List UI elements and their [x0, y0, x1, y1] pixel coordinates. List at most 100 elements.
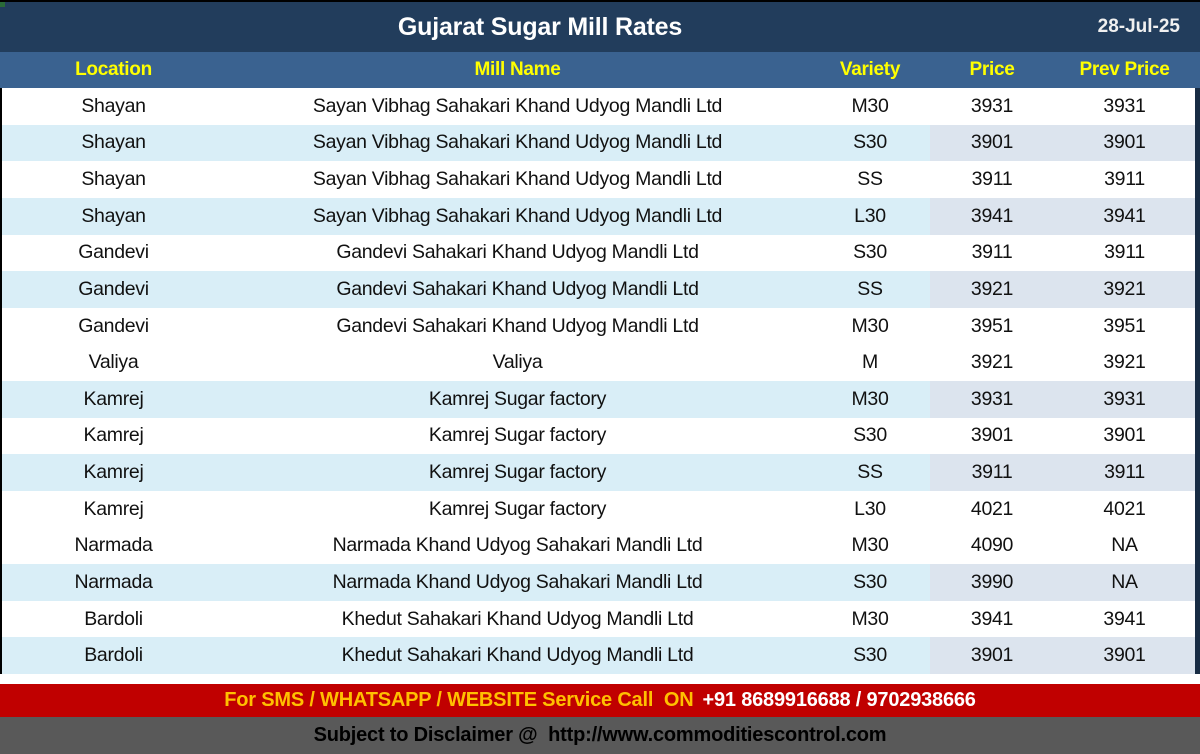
cell-prev-price: 3921	[1054, 271, 1195, 308]
cell-location: Shayan	[2, 197, 225, 235]
cell-variety: SS	[810, 454, 930, 491]
table-row: Gandevi Gandevi Sahakari Khand Udyog Man…	[2, 271, 1195, 308]
column-header-prev-price: Prev Price	[1079, 59, 1170, 80]
table-row: Bardoli Khedut Sahakari Khand Udyog Mand…	[2, 637, 1195, 674]
cell-mill-name: Khedut Sahakari Khand Udyog Mandli Ltd	[341, 607, 694, 630]
cell-prev-price: 4021	[1103, 497, 1146, 520]
cell-prev-price: 3931	[1103, 94, 1146, 117]
cell-prev-price: 3951	[1103, 314, 1146, 337]
cell-prev-price: 3941	[1054, 197, 1195, 235]
table-row: Narmada Narmada Khand Udyog Sahakari Man…	[2, 564, 1195, 601]
cell-price: 3931	[970, 94, 1014, 117]
cell-location: Kamrej	[83, 497, 144, 520]
cell-prev-price: 3931	[1054, 381, 1195, 418]
cell-price: 3901	[970, 424, 1014, 447]
column-header-variety: Variety	[839, 59, 901, 80]
column-header-mill-name: Mill Name	[474, 59, 561, 80]
cell-prev-price: 3901	[1054, 124, 1195, 162]
cell-mill-name: Gandevi Sahakari Khand Udyog Mandli Ltd	[336, 314, 699, 337]
cell-prev-price: NA	[1054, 564, 1195, 601]
cell-mill-name: Sayan Vibhag Sahakari Khand Udyog Mandli…	[225, 124, 810, 162]
cell-location: Bardoli	[84, 607, 143, 630]
cell-location: Shayan	[81, 168, 146, 191]
cell-variety: S30	[810, 124, 930, 162]
cell-location: Kamrej	[83, 424, 144, 447]
cell-price: 4021	[970, 497, 1014, 520]
column-header-price: Price	[969, 59, 1015, 80]
cell-mill-name: Kamrej Sugar factory	[225, 454, 810, 491]
table-row: Valiya Valiya M 3921 3921	[2, 344, 1195, 381]
cell-variety: M30	[851, 94, 889, 117]
cell-mill-name: Sayan Vibhag Sahakari Khand Udyog Mandli…	[312, 94, 723, 117]
cell-variety: M	[862, 351, 878, 374]
table-row: Shayan Sayan Vibhag Sahakari Khand Udyog…	[2, 88, 1195, 125]
service-call-label: For SMS / WHATSAPP / WEBSITE Service Cal…	[224, 689, 694, 711]
cell-location: Gandevi	[2, 271, 225, 308]
cell-price: 3921	[930, 271, 1054, 308]
cell-prev-price: 3911	[1104, 168, 1145, 191]
cell-prev-price: NA	[1111, 534, 1138, 557]
cell-location: Kamrej	[2, 381, 225, 418]
cell-variety: L30	[810, 197, 930, 235]
table-row: Narmada Narmada Khand Udyog Sahakari Man…	[2, 528, 1195, 565]
table-row: Kamrej Kamrej Sugar factory M30 3931 393…	[2, 381, 1195, 418]
cell-prev-price: 3911	[1054, 454, 1195, 491]
cell-variety: M30	[851, 314, 889, 337]
cell-prev-price: 3941	[1103, 607, 1146, 630]
cell-variety: M30	[851, 607, 889, 630]
page-title: Gujarat Sugar Mill Rates	[397, 12, 683, 41]
table-body: Shayan Sayan Vibhag Sahakari Khand Udyog…	[0, 88, 1200, 674]
cell-variety: M30	[851, 534, 889, 557]
cell-variety: S30	[853, 424, 887, 447]
table-row: Kamrej Kamrej Sugar factory SS 3911 3911	[2, 454, 1195, 491]
cell-mill-name: Khedut Sahakari Khand Udyog Mandli Ltd	[225, 637, 810, 674]
cell-prev-price: 3921	[1103, 351, 1146, 374]
disclaimer-text: Subject to Disclaimer @ http://www.commo…	[313, 724, 887, 746]
cell-variety: S30	[853, 241, 887, 264]
cell-prev-price: 3911	[1104, 241, 1145, 264]
cell-mill-name: Narmada Khand Udyog Sahakari Mandli Ltd	[332, 534, 703, 557]
table-header-row: Location Mill Name Variety Price Prev Pr…	[0, 52, 1200, 88]
cell-mill-name: Gandevi Sahakari Khand Udyog Mandli Ltd	[336, 241, 699, 264]
cell-price: 3931	[930, 381, 1054, 418]
cell-mill-name: Sayan Vibhag Sahakari Khand Udyog Mandli…	[312, 168, 723, 191]
cell-price: 3911	[930, 454, 1054, 491]
table-row: Shayan Sayan Vibhag Sahakari Khand Udyog…	[2, 124, 1195, 162]
cell-price: 3951	[970, 314, 1014, 337]
table-row: Gandevi Gandevi Sahakari Khand Udyog Man…	[2, 235, 1195, 272]
corner-artifact-dot	[0, 2, 5, 7]
table-row: Kamrej Kamrej Sugar factory L30 4021 402…	[2, 491, 1195, 528]
cell-location: Kamrej	[2, 454, 225, 491]
cell-mill-name: Gandevi Sahakari Khand Udyog Mandli Ltd	[225, 271, 810, 308]
cell-variety: SS	[857, 168, 883, 191]
cell-location: Gandevi	[78, 241, 149, 264]
cell-price: 3901	[930, 637, 1054, 674]
cell-variety: SS	[810, 271, 930, 308]
cell-variety: L30	[854, 497, 886, 520]
cell-location: Narmada	[74, 534, 153, 557]
cell-price: 3941	[970, 607, 1014, 630]
cell-variety: M30	[810, 381, 930, 418]
cell-location: Bardoli	[2, 637, 225, 674]
table-row: Shayan Sayan Vibhag Sahakari Khand Udyog…	[2, 197, 1195, 235]
cell-price: 3921	[970, 351, 1014, 374]
cell-variety: S30	[810, 637, 930, 674]
table-row: Kamrej Kamrej Sugar factory S30 3901 390…	[2, 418, 1195, 455]
cell-mill-name: Narmada Khand Udyog Sahakari Mandli Ltd	[225, 564, 810, 601]
table-row: Gandevi Gandevi Sahakari Khand Udyog Man…	[2, 308, 1195, 345]
cell-price: 3911	[971, 168, 1013, 191]
cell-price: 3941	[930, 197, 1054, 235]
cell-variety: S30	[810, 564, 930, 601]
cell-location: Valiya	[88, 351, 139, 374]
title-bar: Gujarat Sugar Mill Rates 28-Jul-25	[0, 0, 1200, 52]
cell-price: 3901	[930, 124, 1054, 162]
table-row: Bardoli Khedut Sahakari Khand Udyog Mand…	[2, 601, 1195, 638]
cell-location: Gandevi	[78, 314, 149, 337]
cell-location: Shayan	[81, 94, 146, 117]
cell-prev-price: 3901	[1054, 637, 1195, 674]
cell-mill-name: Sayan Vibhag Sahakari Khand Udyog Mandli…	[225, 197, 810, 235]
service-phone-numbers: +91 8689916688 / 9702938666	[702, 689, 976, 711]
cell-prev-price: 3901	[1103, 424, 1146, 447]
column-header-location: Location	[75, 59, 152, 80]
